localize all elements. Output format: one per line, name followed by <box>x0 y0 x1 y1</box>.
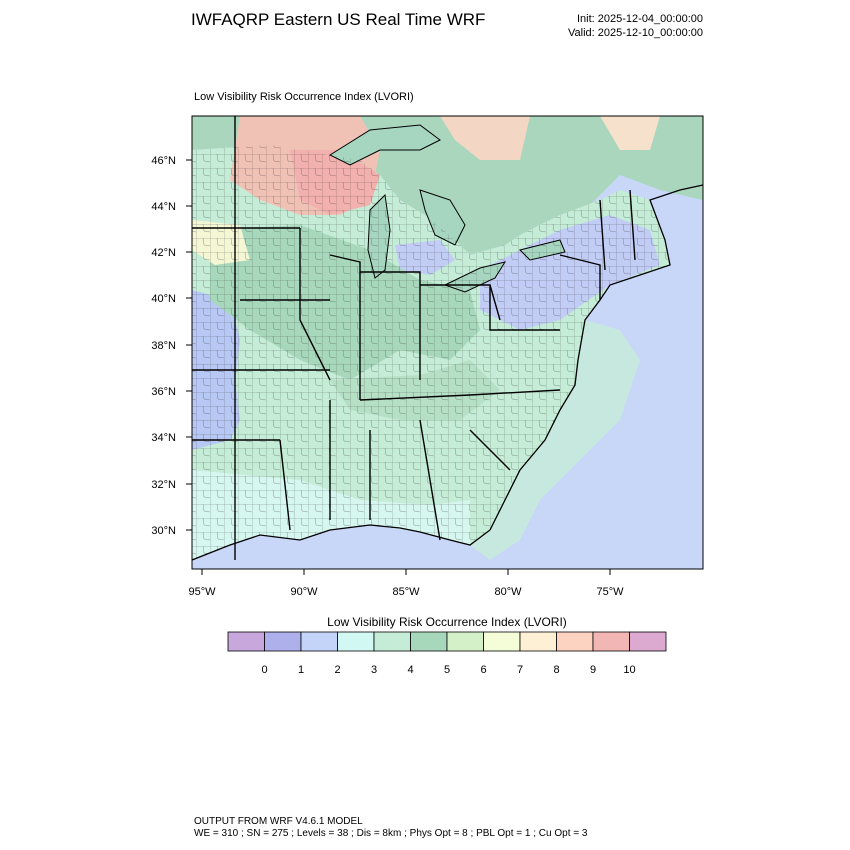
colorbar-label-0: 0 <box>261 664 267 676</box>
high-risk-ontario <box>440 116 530 160</box>
colorbar-label-7: 7 <box>517 664 523 676</box>
plot-frame <box>191 115 704 570</box>
footer-model-line: OUTPUT FROM WRF V4.6.1 MODEL <box>194 816 363 827</box>
lon-label-75: 75°W <box>596 586 624 598</box>
colorbar-box-3 <box>337 631 375 652</box>
colorbar-label-4: 4 <box>407 664 413 676</box>
lon-label-85: 85°W <box>392 586 420 598</box>
colorbar-box-2 <box>300 631 338 652</box>
lon-label-80: 80°W <box>494 586 522 598</box>
colorbar-label-9: 9 <box>590 664 596 676</box>
init-time: Init: 2025-12-04_00:00:00 <box>577 13 703 25</box>
colorbar-label-6: 6 <box>480 664 486 676</box>
colorbar-box-6 <box>446 631 484 652</box>
lon-axis: 95°W 90°W 85°W 80°W 75°W <box>188 569 624 598</box>
lat-label-32: 32°N <box>151 479 176 491</box>
colorbar-box-4 <box>373 631 411 652</box>
lat-axis: 46°N 44°N 42°N 40°N 38°N 36°N 34°N 32°N … <box>151 155 192 537</box>
colorbar-box-9 <box>556 631 594 652</box>
county-lines <box>192 145 670 560</box>
map-area <box>192 116 703 569</box>
lat-label-36: 36°N <box>151 386 176 398</box>
lat-label-42: 42°N <box>151 247 176 259</box>
atlantic-shelf <box>470 320 640 560</box>
moderate-risk-quebec <box>600 116 660 150</box>
colorbar-box-10 <box>592 631 630 652</box>
colorbar-label-2: 2 <box>334 664 340 676</box>
lat-label-40: 40°N <box>151 293 176 305</box>
colorbar-box-0 <box>227 631 265 652</box>
colorbar-label-8: 8 <box>553 664 559 676</box>
lat-label-46: 46°N <box>151 155 176 167</box>
colorbar-box-7 <box>483 631 521 652</box>
colorbar-label-3: 3 <box>371 664 377 676</box>
colorbar-box-1 <box>264 631 302 652</box>
coastline <box>192 184 703 561</box>
lat-label-44: 44°N <box>151 201 176 213</box>
colorbar: 0 1 2 3 4 5 6 7 8 9 10 <box>227 631 667 676</box>
footer-config-line: WE = 310 ; SN = 275 ; Levels = 38 ; Dis … <box>194 828 588 839</box>
lon-label-90: 90°W <box>290 586 318 598</box>
colorbar-box-11 <box>629 631 667 652</box>
colorbar-label-5: 5 <box>444 664 450 676</box>
colorbar-box-8 <box>519 631 557 652</box>
lat-label-38: 38°N <box>151 340 176 352</box>
main-title: IWFAQRP Eastern US Real Time WRF <box>191 10 486 29</box>
colorbar-label-10: 10 <box>623 664 635 676</box>
lat-label-34: 34°N <box>151 432 176 444</box>
colorbar-label-1: 1 <box>298 664 304 676</box>
colorbar-title: Low Visibility Risk Occurrence Index (LV… <box>327 615 567 629</box>
valid-time: Valid: 2025-12-10_00:00:00 <box>568 27 703 39</box>
colorbar-box-5 <box>410 631 448 652</box>
plot-subtitle: Low Visibility Risk Occurrence Index (LV… <box>194 91 414 103</box>
lat-label-30: 30°N <box>151 525 176 537</box>
state-boundaries <box>192 116 636 560</box>
lon-label-95: 95°W <box>188 586 216 598</box>
